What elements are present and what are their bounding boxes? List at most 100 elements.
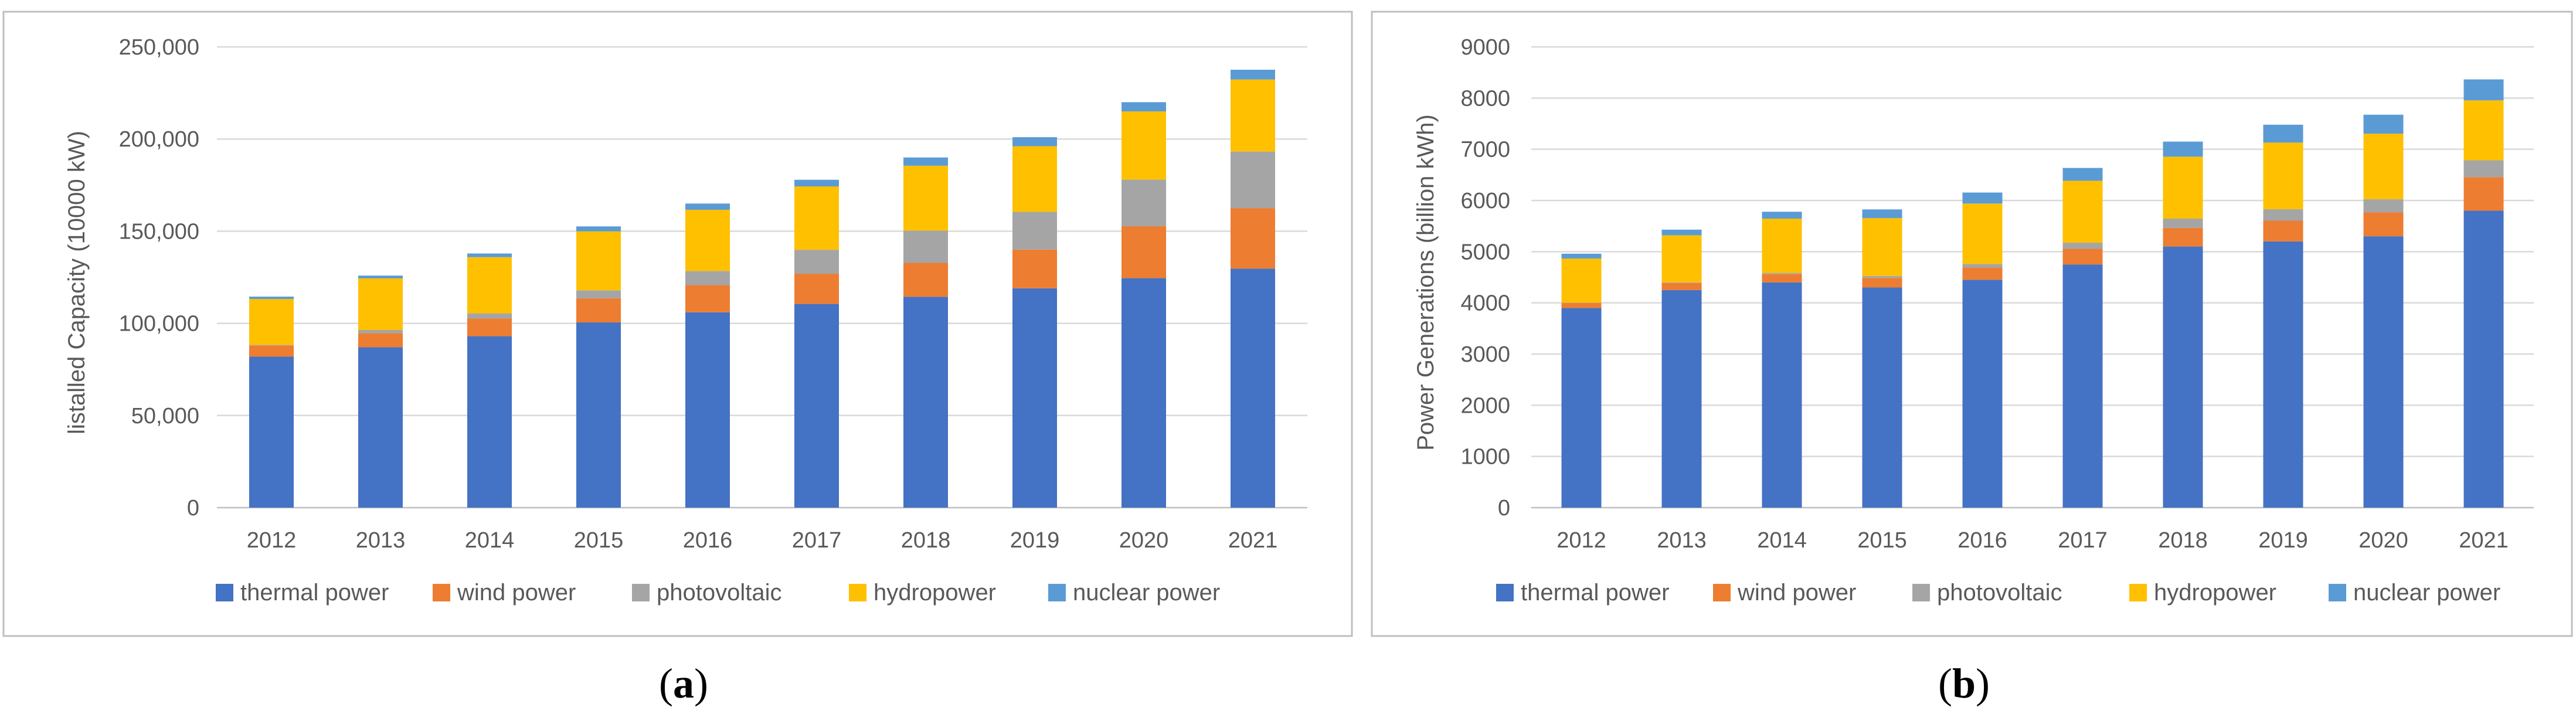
panel-a-legend: thermal power wind power photovoltaic hydro… [216,580,1220,606]
panel-b-bar-hydropower-2020 [2363,134,2404,199]
panel-a-bar-wind-power-2019 [1012,249,1057,288]
panel-b-bar-wind-power-2014 [1762,274,1802,283]
panel-b-xtick-label: 2014 [1757,528,1807,553]
panel-a-bar-wind-power-2014 [467,318,512,336]
panel-a-xticks: 2012 2013 2014 2015 2016 2017 2018 2019 2020 2021 [247,528,1278,553]
panel-a-ytick-label: 0 [187,496,199,521]
panel-a-bar-thermal-power-2014 [467,336,512,508]
panel-a-bar-nuclear-power-2017 [794,179,839,187]
panel-a-bar-hydropower-2019 [1012,146,1057,212]
panel-a-xtick-label: 2018 [901,528,951,553]
legend-label-photovoltaic: photovoltaic [657,580,781,606]
panel-b-ytick-label: 9000 [1460,35,1510,60]
panel-b-bar-hydropower-2016 [1962,203,2003,264]
panel-b-bar-nuclear-power-2018 [2163,141,2203,157]
panel-b-bar-nuclear-power-2019 [2263,124,2303,143]
panel-a-bar-thermal-power-2017 [794,304,839,508]
panel-b-bar-thermal-power-2018 [2163,246,2203,508]
panel-a-bar-thermal-power-2013 [358,347,403,508]
panel-a-bar-hydropower-2017 [794,186,839,250]
panel-b-label-letter: b [1952,660,1976,707]
panel-b-bar-photovoltaic-2021 [2463,160,2504,178]
panel-b-xtick-label: 2017 [2058,528,2108,553]
panel-b-label-close: ) [1976,660,1990,707]
panel-a-bar-nuclear-power-2015 [576,226,621,232]
panel-b-legend: thermal power wind power photovoltaic hydro… [1496,580,2500,606]
panel-b-bar-photovoltaic-2015 [1862,276,1902,278]
panel-a-bar-wind-power-2018 [903,263,948,297]
panel-b-bar-hydropower-2015 [1862,218,1902,276]
panel-a-bar-hydropower-2014 [467,257,512,314]
legend-label-photovoltaic: photovoltaic [1937,580,2062,606]
panel-a-ytick-label: 250,000 [119,35,199,60]
panel-a-bar-nuclear-power-2012 [249,297,294,300]
panel-a-ylabel: listalled Capacity (10000 kW) [64,131,90,434]
panel-a-bar-hydropower-2013 [358,278,403,330]
panel-a-bar-nuclear-power-2021 [1231,69,1275,80]
panel-a-bar-photovoltaic-2019 [1012,212,1057,250]
panel-a-bar-thermal-power-2021 [1231,268,1275,508]
legend-label-thermal-power: thermal power [1521,580,1669,606]
panel-a-xtick-label: 2019 [1010,528,1060,553]
panel-b-bar-wind-power-2019 [2263,220,2303,242]
panel-b: 0 1000 2000 3000 4000 5000 6000 7000 8000 9000 20… [1371,11,2573,707]
legend-swatch-hydropower [2129,584,2147,601]
panel-a-bar-wind-power-2021 [1231,208,1275,269]
legend-swatch-nuclear-power [2329,584,2346,601]
panel-b-xticks: 2012 2013 2014 2015 2016 2017 2018 2019 2020 2021 [1557,528,2509,553]
panel-a-bars [249,69,1275,508]
panel-a-bar-hydropower-2018 [903,165,948,231]
panel-a-xtick-label: 2021 [1228,528,1278,553]
panel-a-label: (a) [659,660,708,707]
panel-b-bar-nuclear-power-2015 [1862,209,1902,219]
panel-b-xtick-label: 2015 [1857,528,1907,553]
legend-swatch-wind-power [1713,584,1731,601]
panel-a-ytick-label: 100,000 [119,312,199,336]
panel-a-bar-hydropower-2020 [1122,111,1166,180]
panel-b-ytick-label: 2000 [1460,393,1510,418]
panel-a-xtick-label: 2012 [247,528,297,553]
legend-label-nuclear-power: nuclear power [2353,580,2500,606]
panel-b-ytick-label: 6000 [1460,189,1510,213]
panel-b-bar-thermal-power-2013 [1661,290,1702,508]
panel-b-bar-hydropower-2019 [2263,142,2303,209]
panel-b-xtick-label: 2012 [1557,528,1606,553]
panel-b-bar-nuclear-power-2021 [2463,79,2504,101]
panel-b-ylabel: Power Generations (billion kWh) [1413,114,1439,451]
panel-b-bar-wind-power-2012 [1561,302,1602,308]
panel-b-bar-thermal-power-2017 [2062,264,2103,508]
panel-a-bar-thermal-power-2012 [249,356,294,508]
panel-b-ytick-label: 3000 [1460,342,1510,367]
legend-label-hydropower: hydropower [2154,580,2276,606]
panel-a-bar-nuclear-power-2013 [358,276,403,278]
panel-a-bar-photovoltaic-2018 [903,230,948,263]
legend-swatch-nuclear-power [1048,584,1066,601]
panel-a-bar-thermal-power-2018 [903,297,948,508]
panel-b-bar-nuclear-power-2017 [2062,168,2103,181]
legend-swatch-hydropower [849,584,866,601]
panel-b-bar-wind-power-2020 [2363,212,2404,237]
panel-a-xtick-label: 2013 [356,528,406,553]
legend-label-thermal-power: thermal power [240,580,389,606]
panel-a-bar-nuclear-power-2019 [1012,137,1057,147]
panel-b-bar-wind-power-2021 [2463,177,2504,211]
panel-b-label-open: ( [1938,660,1952,707]
panel-a-bar-thermal-power-2019 [1012,288,1057,508]
panel-b-bar-thermal-power-2016 [1962,280,2003,508]
panel-a-bar-wind-power-2017 [794,274,839,304]
panel-a-bar-nuclear-power-2016 [685,203,730,210]
panel-b-bar-hydropower-2017 [2062,181,2103,243]
panel-b-bar-nuclear-power-2012 [1561,253,1602,259]
panel-b-xtick-label: 2020 [2358,528,2408,553]
panel-b-bar-hydropower-2013 [1661,235,1702,283]
panel-b-xtick-label: 2019 [2258,528,2308,553]
panel-a-xtick-label: 2017 [792,528,842,553]
panel-b-bar-nuclear-power-2013 [1661,229,1702,236]
panel-b-bar-thermal-power-2012 [1561,308,1602,508]
panel-b-bar-hydropower-2021 [2463,100,2504,161]
panel-a-bar-wind-power-2013 [358,333,403,348]
panel-b-xtick-label: 2018 [2158,528,2208,553]
panel-a-bar-thermal-power-2015 [576,322,621,508]
panel-b-bar-photovoltaic-2014 [1762,273,1802,274]
